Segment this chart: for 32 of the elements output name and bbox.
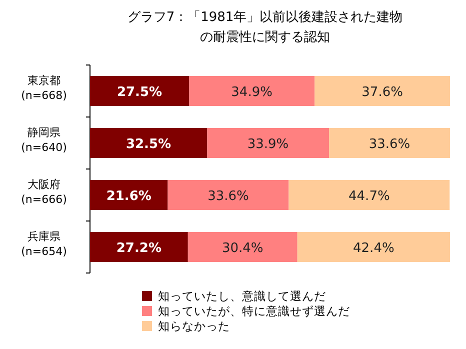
data-label: 44.7% bbox=[348, 189, 390, 204]
data-label: 27.5% bbox=[116, 85, 162, 100]
data-label: 21.6% bbox=[106, 189, 152, 204]
bar bbox=[90, 180, 168, 210]
bar bbox=[90, 128, 207, 158]
y-tick-label: 大阪府 (n=666) bbox=[21, 178, 67, 206]
bar bbox=[288, 180, 450, 210]
data-label: 30.4% bbox=[222, 241, 264, 256]
bar bbox=[329, 128, 450, 158]
data-label: 33.6% bbox=[368, 137, 410, 152]
bar bbox=[90, 232, 188, 262]
bar bbox=[90, 76, 189, 106]
y-tick-label: 東京都 (n=668) bbox=[21, 74, 67, 102]
legend-label: 知らなかった bbox=[158, 319, 230, 333]
chart-title: グラフ7：「1981年」以前以後建設された建物の耐震性に関する認知 bbox=[126, 9, 404, 47]
legend-label: 知っていたが、特に意識せず選んだ bbox=[158, 304, 350, 318]
legend-label: 知っていたし、意識して選んだ bbox=[158, 289, 326, 303]
y-tick-label: 兵庫県 (n=654) bbox=[21, 230, 67, 258]
data-label: 42.4% bbox=[353, 241, 394, 256]
data-label: 32.5% bbox=[126, 137, 172, 152]
bar bbox=[188, 232, 298, 262]
bar bbox=[168, 180, 289, 210]
data-label: 27.2% bbox=[116, 241, 162, 256]
bar bbox=[189, 76, 315, 106]
bar bbox=[297, 232, 450, 262]
bar bbox=[207, 128, 330, 158]
data-label: 33.9% bbox=[247, 137, 289, 152]
bar bbox=[314, 76, 450, 106]
data-label: 33.6% bbox=[208, 189, 249, 204]
data-label: 37.6% bbox=[362, 85, 403, 100]
data-label: 34.9% bbox=[231, 85, 272, 100]
y-tick-label: 静岡県 (n=640) bbox=[21, 126, 67, 154]
